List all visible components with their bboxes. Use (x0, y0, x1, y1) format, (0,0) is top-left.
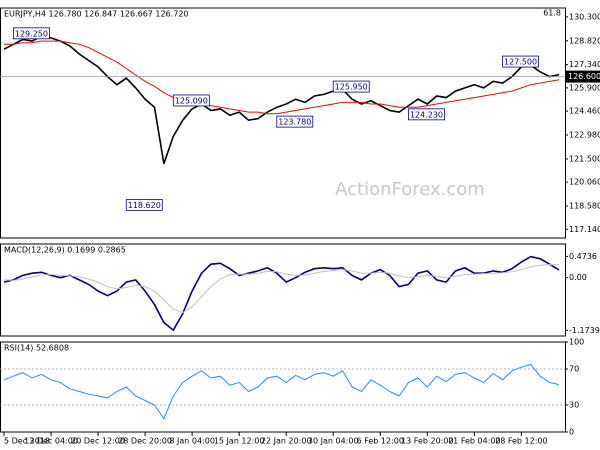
x-tick-label: 28 Dec 20:00 (118, 437, 172, 446)
y-tick-label: 30 (569, 401, 579, 410)
annotation-label: 127.500 (504, 58, 537, 67)
panel-title: MACD(12,26,9) 0.1699 0.2865 (4, 246, 126, 255)
y-tick-label: 122.980 (569, 131, 600, 140)
y-tick-label: 117.140 (569, 225, 600, 234)
y-tick-label: 0 (569, 428, 574, 437)
y-tick-label: -1.1739 (569, 326, 600, 335)
x-tick-label: 6 Feb 12:00 (357, 437, 404, 446)
annotation-box (276, 115, 314, 128)
fib-label: 61.8 (543, 9, 561, 18)
series-line (3, 255, 560, 332)
annotation-label: 129.250 (15, 29, 48, 38)
panel-title: RSI(14) 52.6808 (4, 344, 69, 353)
panel-frame (0, 7, 566, 239)
panel-title: EURJPY,H4 126.780 126.847 126.667 126.72… (4, 10, 189, 19)
annotation-label: 118.620 (128, 201, 161, 210)
x-tick-label: 15 Jan 12:00 (214, 437, 265, 446)
last-price-box (566, 70, 600, 83)
series-line (3, 264, 560, 314)
panel-frame (0, 243, 566, 337)
annotation-box (408, 108, 445, 121)
series-line (3, 35, 560, 165)
x-tick-label: 13 Feb 20:00 (401, 437, 453, 446)
y-tick-label: 0.4736 (569, 252, 597, 261)
y-tick-label: 127.340 (569, 60, 600, 69)
annotation-box (13, 27, 50, 40)
annotation-box (172, 94, 210, 107)
annotation-label: 123.780 (278, 118, 311, 127)
y-tick-label: 118.580 (569, 202, 600, 211)
x-tick-label: 5 Dec 2018 (4, 437, 50, 446)
x-tick-label: 13 Dec 04:00 (24, 437, 78, 446)
y-tick-label: 121.500 (569, 154, 600, 163)
series-line (3, 363, 560, 420)
x-tick-label: 30 Jan 04:00 (308, 437, 359, 446)
y-tick-label: 0.00 (569, 273, 587, 282)
y-tick-label: 128.820 (569, 36, 600, 45)
annotation-label: 124.230 (410, 110, 443, 119)
panel-frame (0, 341, 566, 433)
x-tick-label: 22 Jan 20:00 (261, 437, 312, 446)
y-tick-label: 125.900 (569, 83, 600, 92)
annotation-box (125, 198, 163, 211)
last-price-label: 126.600 (568, 72, 600, 81)
watermark: ActionForex.com (335, 179, 485, 200)
annotation-label: 125.950 (335, 83, 368, 92)
y-tick-label: 70 (569, 365, 579, 374)
x-tick-label: 20 Dec 12:00 (71, 437, 125, 446)
annotation-label: 125.090 (175, 96, 208, 105)
series-line (4, 40, 560, 115)
y-tick-label: 124.460 (569, 107, 600, 116)
x-tick-label: 21 Feb 04:00 (448, 437, 500, 446)
y-tick-label: 100 (569, 338, 584, 347)
y-tick-label: 130.300 (569, 12, 600, 21)
annotation-box (332, 80, 370, 93)
x-tick-label: 8 Jan 04:00 (169, 437, 215, 446)
x-tick-label: 28 Feb 12:00 (495, 437, 547, 446)
y-tick-label: 120.060 (569, 178, 600, 187)
annotation-box (502, 55, 539, 68)
